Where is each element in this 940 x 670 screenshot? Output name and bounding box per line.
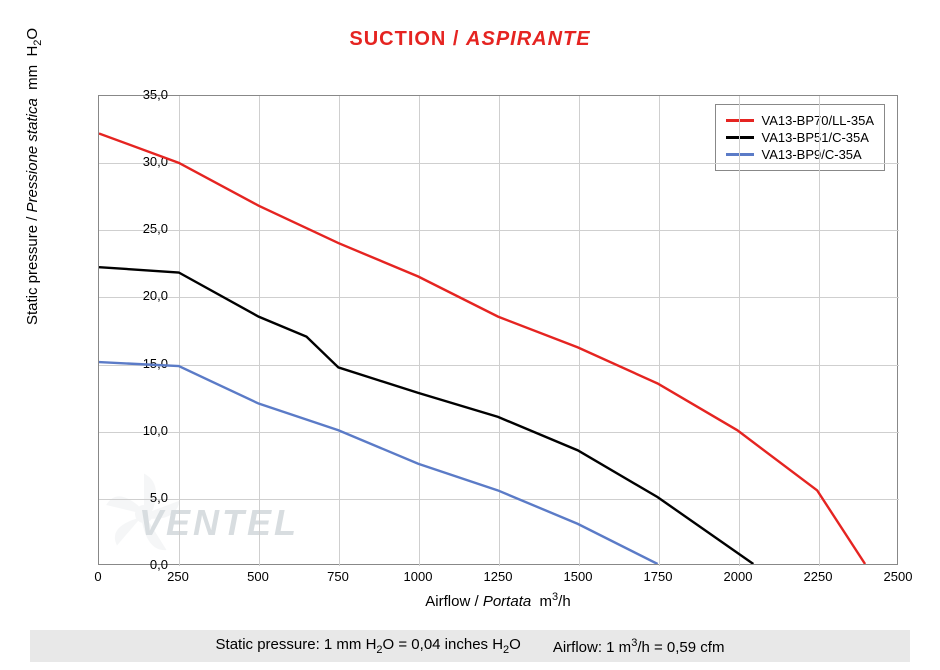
title-part1: SUCTION / (349, 28, 466, 50)
series-line (99, 362, 658, 564)
x-tick-label: 250 (158, 569, 198, 584)
x-tick-label: 2000 (718, 569, 758, 584)
x-tick-label: 1250 (478, 569, 518, 584)
footer-right-1: Airflow: 1 m (553, 639, 631, 656)
x-axis-title: Airflow / Portata m3/h (425, 591, 570, 610)
title-part2: ASPIRANTE (466, 28, 591, 50)
x-axis-unit: m3/h (540, 593, 571, 610)
x-tick-label: 750 (318, 569, 358, 584)
footer-right-2: /h = 0,59 cfm (637, 639, 724, 656)
chart-container: VENTEL VA13-BP70/LL-35AVA13-BP51/C-35AVA… (30, 85, 910, 610)
y-axis-label-plain: Static pressure (24, 225, 41, 325)
footer-left-3: O (509, 636, 521, 653)
x-tick-label: 1000 (398, 569, 438, 584)
footer-right: Airflow: 1 m3/h = 0,59 cfm (553, 637, 725, 656)
x-tick-label: 1750 (638, 569, 678, 584)
series-line (99, 133, 865, 564)
x-tick-label: 2250 (798, 569, 838, 584)
x-tick-label: 1500 (558, 569, 598, 584)
x-tick-label: 500 (238, 569, 278, 584)
x-axis-label-italic: Portata (483, 593, 531, 610)
footer-left: Static pressure: 1 mm H2O = 0,04 inches … (216, 636, 521, 656)
chart-title: SUCTION / ASPIRANTE (0, 0, 940, 51)
y-axis-label-italic: Pressione statica (24, 98, 41, 212)
x-tick-label: 2500 (878, 569, 918, 584)
footer-bar: Static pressure: 1 mm H2O = 0,04 inches … (30, 630, 910, 662)
y-axis-title: Static pressure / Pressione statica mm H… (24, 28, 44, 325)
x-axis-label-plain: Airflow (425, 593, 470, 610)
plot-area: VENTEL VA13-BP70/LL-35AVA13-BP51/C-35AVA… (98, 95, 898, 565)
footer-left-2: O = 0,04 inches H (383, 636, 503, 653)
series-line (99, 267, 753, 564)
x-tick-label: 0 (78, 569, 118, 584)
y-axis-unit: mm H2O (24, 28, 41, 90)
chart-svg (99, 96, 897, 564)
footer-left-1: Static pressure: 1 mm H (216, 636, 377, 653)
